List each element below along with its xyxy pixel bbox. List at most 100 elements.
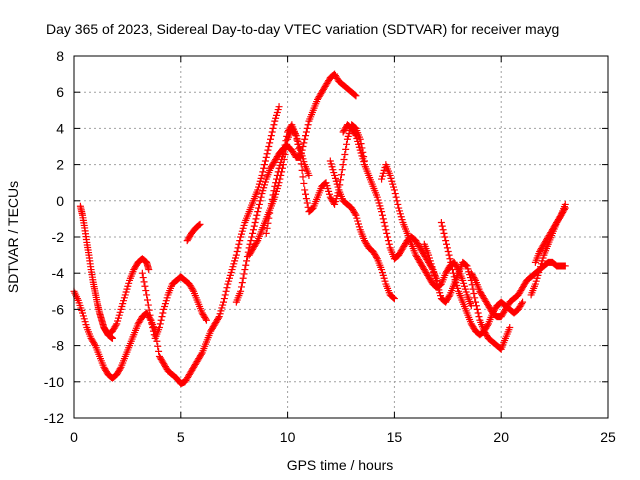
data-point-marker	[267, 135, 275, 143]
data-point-marker	[472, 298, 480, 306]
data-point-marker	[232, 251, 240, 259]
data-point-marker	[300, 179, 308, 187]
chart-title: Day 365 of 2023, Sidereal Day-to-day VTE…	[46, 21, 559, 37]
data-point-marker	[279, 150, 287, 158]
data-point-marker	[158, 313, 166, 321]
data-point-marker	[470, 289, 478, 297]
data-point-marker	[148, 320, 156, 328]
x-tick-label: 5	[177, 429, 185, 445]
data-point-marker	[264, 219, 272, 227]
data-point-marker	[265, 214, 273, 222]
data-point-marker	[283, 140, 291, 148]
data-point-marker	[250, 222, 258, 230]
data-point-marker	[561, 200, 569, 208]
data-point-marker	[295, 145, 303, 153]
data-point-marker	[202, 316, 210, 324]
data-point-marker	[308, 205, 316, 213]
data-point-marker	[116, 365, 124, 373]
data-point-marker	[149, 324, 157, 331]
data-point-marker	[238, 279, 246, 287]
data-point-marker	[296, 149, 304, 157]
data-point-marker	[302, 195, 310, 203]
data-point-marker	[382, 226, 390, 234]
data-point-marker	[255, 200, 263, 208]
data-point-marker	[267, 132, 275, 140]
x-tick-label: 15	[387, 429, 403, 445]
data-point-marker	[254, 208, 262, 216]
data-point-marker	[194, 222, 202, 230]
data-point-marker	[274, 168, 282, 176]
data-point-marker	[272, 175, 280, 183]
data-point-marker	[394, 200, 402, 208]
data-point-marker	[267, 200, 275, 208]
data-point-marker	[441, 233, 449, 241]
data-point-marker	[383, 229, 391, 237]
data-point-marker	[154, 342, 162, 350]
data-point-marker	[138, 269, 146, 277]
data-point-marker	[235, 240, 243, 248]
data-point-marker	[519, 298, 527, 306]
data-point-marker	[143, 296, 151, 304]
x-tick-label: 0	[70, 429, 78, 445]
data-point-marker	[380, 219, 388, 227]
data-point-marker	[299, 143, 307, 150]
data-point-marker	[222, 287, 230, 295]
data-point-marker	[469, 285, 477, 293]
y-tick-label: -6	[52, 301, 65, 317]
data-point-marker	[264, 146, 272, 154]
y-tick-label: -8	[52, 338, 65, 354]
data-point-marker	[262, 153, 270, 161]
data-point-marker	[240, 270, 248, 278]
data-point-marker	[112, 321, 120, 329]
x-tick-label: 25	[600, 429, 616, 445]
data-point-marker	[299, 173, 307, 181]
data-point-marker	[305, 171, 313, 179]
data-point-marker	[263, 224, 271, 232]
data-point-marker	[202, 315, 210, 323]
data-point-marker	[266, 209, 274, 217]
y-tick-label: -4	[52, 265, 65, 281]
data-point-marker	[237, 283, 245, 291]
x-tick-label: 10	[280, 429, 296, 445]
data-point-marker	[280, 145, 288, 153]
data-points	[70, 70, 569, 388]
data-point-marker	[147, 316, 155, 324]
data-point-marker	[145, 306, 153, 314]
data-point-marker	[556, 213, 564, 221]
y-tick-label: 6	[56, 84, 64, 100]
data-point-marker	[304, 121, 312, 129]
data-point-marker	[249, 226, 257, 234]
data-point-marker	[474, 309, 482, 317]
y-tick-label: -2	[52, 229, 65, 245]
data-point-marker	[330, 199, 338, 207]
data-point-marker	[437, 219, 445, 227]
data-point-marker	[343, 140, 351, 148]
data-point-marker	[155, 324, 163, 331]
data-point-marker	[337, 171, 345, 179]
data-point-marker	[248, 233, 256, 241]
data-point-marker	[214, 314, 222, 322]
data-point-marker	[252, 215, 260, 223]
data-point-marker	[445, 292, 453, 300]
data-point-marker	[303, 124, 311, 132]
data-point-marker	[159, 309, 167, 317]
data-point-marker	[389, 293, 397, 301]
data-point-marker	[241, 266, 249, 274]
data-point-marker	[145, 266, 153, 274]
data-point-marker	[341, 150, 349, 158]
data-point-marker	[337, 176, 345, 184]
data-point-marker	[461, 261, 469, 269]
x-axis-label: GPS time / hours	[287, 457, 394, 473]
data-point-marker	[378, 208, 386, 216]
data-point-marker	[269, 124, 277, 132]
data-point-marker	[561, 262, 569, 270]
data-point-marker	[506, 324, 514, 331]
data-point-marker	[139, 274, 147, 282]
data-point-marker	[246, 240, 254, 248]
data-point-marker	[338, 166, 346, 174]
y-tick-label: 2	[56, 157, 64, 173]
data-point-marker	[298, 166, 306, 174]
data-point-marker	[91, 340, 99, 348]
data-point-marker	[393, 197, 401, 205]
data-point-marker	[379, 215, 387, 223]
